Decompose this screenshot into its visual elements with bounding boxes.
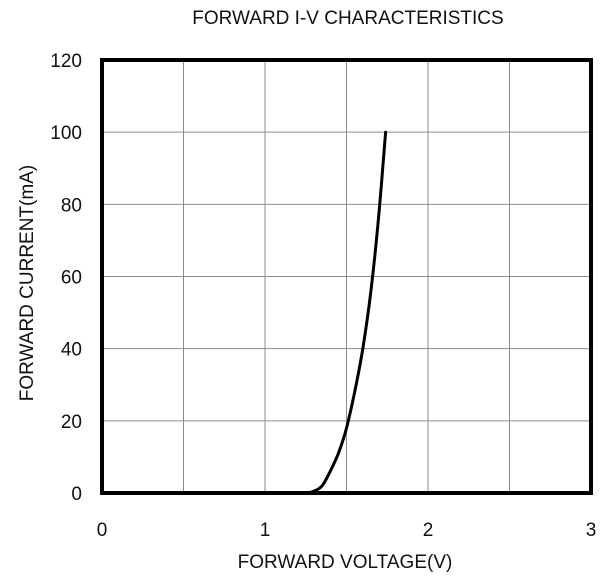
series-layer (304, 130, 388, 495)
x-axis-label: FORWARD VOLTAGE(V) (238, 552, 453, 573)
plot-frame (100, 58, 593, 495)
x-tick-label: 0 (97, 520, 108, 541)
series-line (304, 130, 388, 495)
y-tick-label: 20 (61, 412, 82, 433)
y-axis-label: FORWARD CURRENT(mA) (17, 165, 38, 401)
y-ticks: 0 20 40 60 80 100 120 (50, 51, 82, 505)
x-ticks: 0 1 2 3 (97, 520, 597, 541)
y-tick-label: 100 (50, 123, 82, 144)
x-tick-label: 2 (423, 520, 434, 541)
y-tick-label: 0 (71, 484, 82, 505)
y-tick-label: 80 (61, 195, 82, 216)
x-tick-label: 1 (260, 520, 271, 541)
y-tick-label: 40 (61, 340, 82, 361)
y-tick-label: 120 (50, 51, 82, 72)
x-tick-label: 3 (586, 520, 597, 541)
y-tick-label: 60 (61, 268, 82, 289)
grid (102, 60, 591, 493)
chart-title: FORWARD I-V CHARACTERISTICS (192, 8, 503, 29)
